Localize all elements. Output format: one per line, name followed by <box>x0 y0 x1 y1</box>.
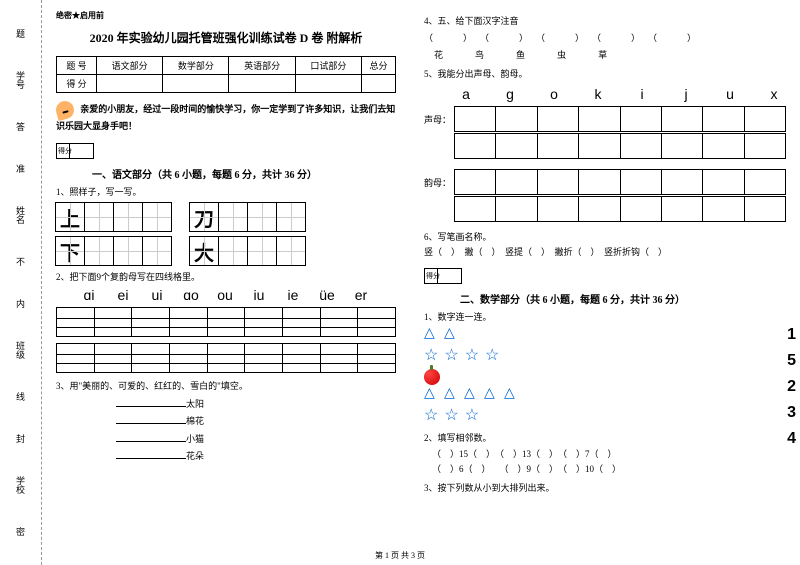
char-cell: 下 <box>55 236 85 266</box>
q5-text: 5、我能分出声母、韵母。 <box>424 67 786 80</box>
binding-label: 封 <box>14 430 27 447</box>
section-1-title: 一、语文部分（共 6 小题，每题 6 分，共计 36 分） <box>56 166 396 181</box>
binding-label: 题 <box>14 25 27 42</box>
score-row-label: 题 号 <box>57 57 97 75</box>
q3-text: 3、用"美丽的、可爱的、红红的、雪白的"填空。 <box>56 379 396 392</box>
score-col: 数学部分 <box>163 57 229 75</box>
pinyin-list: ɑieiuiɑoouiuieüeer <box>74 287 396 303</box>
triangle-icon <box>424 389 438 401</box>
triangle-icon <box>444 389 458 401</box>
q3-blanks: 太阳 棉花 小猫 花朵 <box>116 396 396 464</box>
left-column: 绝密★启用前 2020 年实验幼儿园托管班强化训练试卷 D 卷 附解析 题 号 … <box>42 0 410 565</box>
q4-parens: （ ） （ ） （ ） （ ） （ ） <box>424 31 786 44</box>
score-col: 英语部分 <box>229 57 295 75</box>
yunmu-label: 韵母： <box>424 176 454 189</box>
page-footer: 第 1 页 共 3 页 <box>0 550 800 561</box>
q1-text: 1、照样子，写一写。 <box>56 185 396 198</box>
four-line-grid <box>56 307 396 337</box>
binding-field: 班级 <box>14 337 27 363</box>
shengmu-label: 声母： <box>424 113 454 126</box>
triangle-icon <box>424 329 438 341</box>
mq3-text: 3、按下列数从小到大排列出来。 <box>424 481 786 494</box>
binding-label: 不 <box>14 253 27 270</box>
number-column: 1 5 2 3 4 <box>787 326 796 448</box>
shapes-area: ☆ ☆ ☆ ☆ ☆ ☆ ☆ <box>424 329 786 425</box>
score-table: 题 号 语文部分 数学部分 英语部分 口试部分 总分 得 分 <box>56 56 396 93</box>
triangle-icon <box>464 389 478 401</box>
char-cell: 上 <box>55 202 85 232</box>
binding-label: 内 <box>14 295 27 312</box>
star-icon: ☆ <box>424 405 438 425</box>
binding-label: 密 <box>14 523 27 540</box>
confidential-label: 绝密★启用前 <box>56 10 396 21</box>
q2-text: 2、把下面9个复韵母写在四线格里。 <box>56 270 396 283</box>
section-2-title: 二、数学部分（共 6 小题，每题 6 分，共计 36 分） <box>424 291 786 306</box>
binding-label: 准 <box>14 160 27 177</box>
score-col: 语文部分 <box>97 57 163 75</box>
binding-field: 姓名 <box>14 202 27 228</box>
q6-text: 6、写笔画名称。 <box>424 230 786 243</box>
binding-margin: 题 学号 答 准 姓名 不 内 班级 线 封 学校 密 <box>0 0 42 565</box>
score-box: 得分 <box>424 268 462 284</box>
score-row-label: 得 分 <box>57 75 97 93</box>
binding-label: 答 <box>14 118 27 135</box>
score-col: 总分 <box>361 57 395 75</box>
star-icon: ☆ <box>424 345 438 365</box>
star-icon: ☆ <box>465 345 479 365</box>
binding-label: 线 <box>14 388 27 405</box>
triangle-icon <box>504 389 518 401</box>
mq2-text: 2、填写相邻数。 <box>424 431 786 444</box>
q6-strokes: 竖（ ） 撇（ ） 竖提（ ） 撇折（ ） 竖折折钩（ ） <box>424 246 786 260</box>
score-col: 口试部分 <box>295 57 361 75</box>
mq2-line2: （ ）6（ ） （ ）9（ ） （ ）10（ ） <box>432 462 786 477</box>
q4-chars: 花鸟鱼虫草 <box>434 48 786 61</box>
right-column: 4、五、给下面汉字注音 （ ） （ ） （ ） （ ） （ ） 花鸟鱼虫草 5、… <box>410 0 800 565</box>
child-icon <box>54 99 76 121</box>
char-cell: 大 <box>189 236 219 266</box>
intro-text: 亲爱的小朋友，经过一段时间的愉快学习，你一定学到了许多知识，让我们去知识乐园大显… <box>56 101 396 133</box>
q4-text: 4、五、给下面汉字注音 <box>424 14 786 27</box>
triangle-icon <box>484 389 498 401</box>
q5-letters: agokijux <box>454 86 786 102</box>
score-box: 得分 <box>56 143 94 159</box>
mq1-text: 1、数字连一连。 <box>424 310 786 323</box>
star-icon: ☆ <box>444 405 458 425</box>
four-line-grid <box>56 343 396 373</box>
char-cell: 刀 <box>189 202 219 232</box>
binding-field: 学校 <box>14 472 27 498</box>
apple-icon <box>424 369 440 385</box>
mq2-line1: （ ）15（ ） （ ）13（ ） （ ）7（ ） <box>432 447 786 462</box>
star-icon: ☆ <box>444 345 458 365</box>
triangle-icon <box>444 329 458 341</box>
star-icon: ☆ <box>485 345 499 365</box>
binding-field: 学号 <box>14 67 27 93</box>
exam-title: 2020 年实验幼儿园托管班强化训练试卷 D 卷 附解析 <box>56 29 396 46</box>
star-icon: ☆ <box>465 405 479 425</box>
